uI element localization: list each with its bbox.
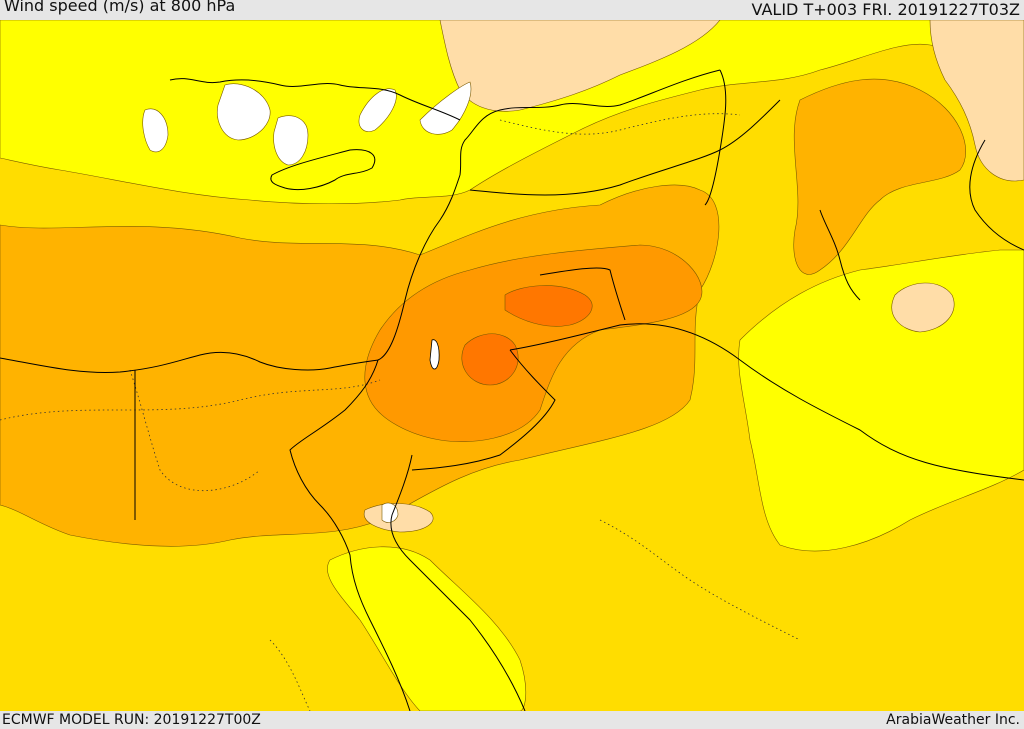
- border-jordan-saudi: [509, 323, 1024, 481]
- lake-dead-sea: [429, 339, 440, 370]
- contour-dotted-1: [0, 379, 381, 421]
- model-run: ECMWF MODEL RUN: 20191227T00Z: [2, 712, 261, 728]
- band-light-north: [0, 20, 1024, 205]
- band-calm-3: [358, 88, 397, 132]
- footer-bar: ECMWF MODEL RUN: 20191227T00Z ArabiaWeat…: [0, 711, 1024, 729]
- band-light-redsea: [327, 546, 527, 711]
- band-light-east: [738, 249, 1024, 552]
- band-pale-ne: [929, 20, 1024, 182]
- coast-redsea-east: [390, 454, 526, 711]
- band-strong-ne: [793, 78, 966, 275]
- band-calm-1: [217, 83, 271, 141]
- border-jordan-east: [411, 349, 556, 471]
- contour-dotted-3: [599, 519, 801, 641]
- coast-cyprus: [270, 149, 376, 191]
- band-calm-4: [419, 81, 472, 135]
- header-bar: Wind speed (m/s) at 800 hPa VALID T+003 …: [0, 0, 1024, 20]
- credit-label: ArabiaWeather Inc.: [886, 712, 1020, 728]
- band-pale-gulf: [891, 282, 955, 333]
- band-pale-north: [439, 20, 721, 112]
- band-calm-6: [381, 502, 399, 523]
- coast-egypt: [0, 174, 461, 373]
- border-syria-iraq: [469, 99, 781, 196]
- coast-sinai-west: [289, 359, 411, 711]
- border-iraq-iran: [704, 69, 727, 206]
- coast-gulf: [819, 139, 1024, 301]
- border-iraq-saudi: [539, 267, 626, 321]
- wind-speed-map: [0, 20, 1024, 711]
- band-calm-5: [142, 108, 169, 153]
- band-strongest: [504, 285, 593, 327]
- band-strongest-2: [461, 333, 519, 386]
- band-calm-2: [273, 115, 309, 166]
- coast-levant: [459, 69, 721, 176]
- coast-turkey: [169, 78, 461, 121]
- contour-dotted-4: [499, 113, 741, 135]
- valid-time: VALID T+003 FRI. 20191227T03Z: [751, 0, 1020, 19]
- contour-dotted-2: [129, 369, 261, 492]
- map-title: Wind speed (m/s) at 800 hPa: [4, 0, 236, 15]
- band-stronger: [364, 244, 703, 442]
